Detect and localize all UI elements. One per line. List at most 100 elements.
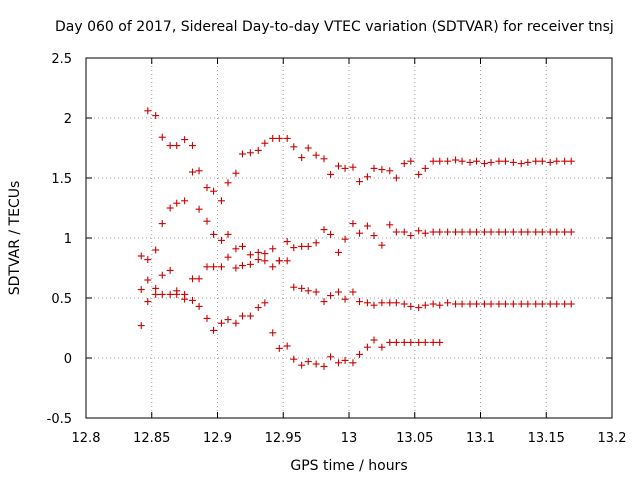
data-point-upper <box>356 178 364 186</box>
data-point-lower-middle <box>567 300 575 308</box>
data-point-middle <box>312 239 320 247</box>
data-point-lower-middle <box>312 288 320 296</box>
data-point-lower-middle <box>238 262 246 270</box>
data-point-upper <box>181 136 189 144</box>
y-axis-label: SDTVAR / TECUs <box>7 181 23 296</box>
data-point-lower <box>290 355 298 363</box>
data-point-lower <box>298 361 306 369</box>
data-point-middle <box>232 245 240 253</box>
data-point-upper <box>189 142 197 150</box>
x-tick-label: 12.9 <box>203 431 232 446</box>
x-tick-labels: 12.8 12.85 12.9 12.95 13 13.05 13.1 13.15 13.2 <box>72 431 627 446</box>
data-point-middle <box>487 228 495 236</box>
data-point-middle <box>561 228 569 236</box>
data-point-upper <box>158 133 166 141</box>
data-point-middle <box>238 242 246 250</box>
data-point-middle <box>517 228 525 236</box>
data-point-upper <box>269 134 277 142</box>
y-tick-label: 2 <box>64 112 72 127</box>
data-point-lower-middle <box>356 298 364 306</box>
data-point-lower <box>275 344 283 352</box>
data-point-upper <box>232 169 240 177</box>
data-point-lower-middle <box>400 300 408 308</box>
x-tick-label: 13.15 <box>528 431 565 446</box>
data-point-middle <box>203 217 211 225</box>
data-point-lower <box>341 356 349 364</box>
data-point-lower <box>386 338 394 346</box>
data-point-middle <box>137 286 145 294</box>
data-point-lower-middle <box>275 257 283 265</box>
data-point-lower-middle <box>290 283 298 291</box>
data-point-upper <box>400 160 408 168</box>
data-point-middle <box>386 221 394 229</box>
data-point-upper <box>567 157 575 165</box>
axis-ticks <box>85 57 613 419</box>
data-point-middle <box>495 228 503 236</box>
data-point-lower <box>261 299 269 307</box>
data-point-upper <box>224 179 232 187</box>
data-point-lower-middle <box>203 263 211 271</box>
data-point-lower <box>283 342 291 350</box>
data-point-middle <box>269 245 277 253</box>
data-point-upper <box>421 164 429 172</box>
data-point-lower-middle <box>158 271 166 279</box>
data-point-lower <box>238 312 246 320</box>
data-point-lower-middle <box>538 300 546 308</box>
data-point-middle <box>261 250 269 258</box>
data-point-lower <box>210 326 218 334</box>
data-point-upper <box>392 174 400 182</box>
data-point-upper <box>298 154 306 162</box>
data-point-lower-middle <box>458 300 466 308</box>
data-point-lower <box>370 336 378 344</box>
data-point-lower <box>166 290 174 298</box>
data-point-upper <box>415 170 423 178</box>
data-point-upper <box>349 163 357 171</box>
x-tick-label: 13.1 <box>466 431 495 446</box>
data-point-lower <box>400 338 408 346</box>
data-point-middle <box>429 228 437 236</box>
data-point-lower-middle <box>283 257 291 265</box>
data-point-middle <box>158 220 166 228</box>
data-point-upper <box>444 157 452 165</box>
y-tick-label: 1 <box>64 232 72 247</box>
data-point-lower-middle <box>392 299 400 307</box>
data-point-middle <box>283 238 291 246</box>
data-point-upper <box>538 157 546 165</box>
data-point-lower-middle <box>195 275 203 283</box>
grid <box>86 58 612 418</box>
data-point-lower-middle <box>444 299 452 307</box>
data-point-middle <box>341 235 349 243</box>
data-point-lower-middle <box>546 300 554 308</box>
data-point-middle <box>349 220 357 228</box>
data-point-lower <box>158 290 166 298</box>
x-tick-label: 13.05 <box>396 431 433 446</box>
data-point-upper <box>152 112 160 120</box>
data-point-lower <box>349 359 357 367</box>
data-point-lower-middle <box>421 301 429 309</box>
data-point-lower <box>312 360 320 368</box>
data-point-lower <box>327 353 335 361</box>
data-point-lower <box>407 338 415 346</box>
data-point-upper <box>203 184 211 192</box>
data-point-lower-middle <box>261 257 269 265</box>
data-point-middle <box>334 248 342 256</box>
data-point-middle <box>210 230 218 238</box>
data-point-lower-middle <box>517 300 525 308</box>
data-point-upper <box>452 156 460 164</box>
data-point-upper <box>166 142 174 150</box>
y-tick-labels: -0.5 0 0.5 1 1.5 2 2.5 <box>47 52 72 427</box>
data-point-lower-middle <box>452 300 460 308</box>
data-point-upper <box>144 107 152 115</box>
data-point-upper <box>466 158 474 166</box>
data-point-middle <box>217 236 225 244</box>
y-tick-label: 0.5 <box>51 292 72 307</box>
data-point-lower <box>181 290 189 298</box>
data-point-lower <box>224 316 232 324</box>
data-point-middle <box>553 228 561 236</box>
data-point-middle <box>246 251 254 259</box>
data-point-upper <box>137 252 145 260</box>
data-point-upper <box>561 157 569 165</box>
data-point-lower-middle <box>501 300 509 308</box>
data-point-middle <box>254 248 262 256</box>
data-point-lower-middle <box>509 300 517 308</box>
